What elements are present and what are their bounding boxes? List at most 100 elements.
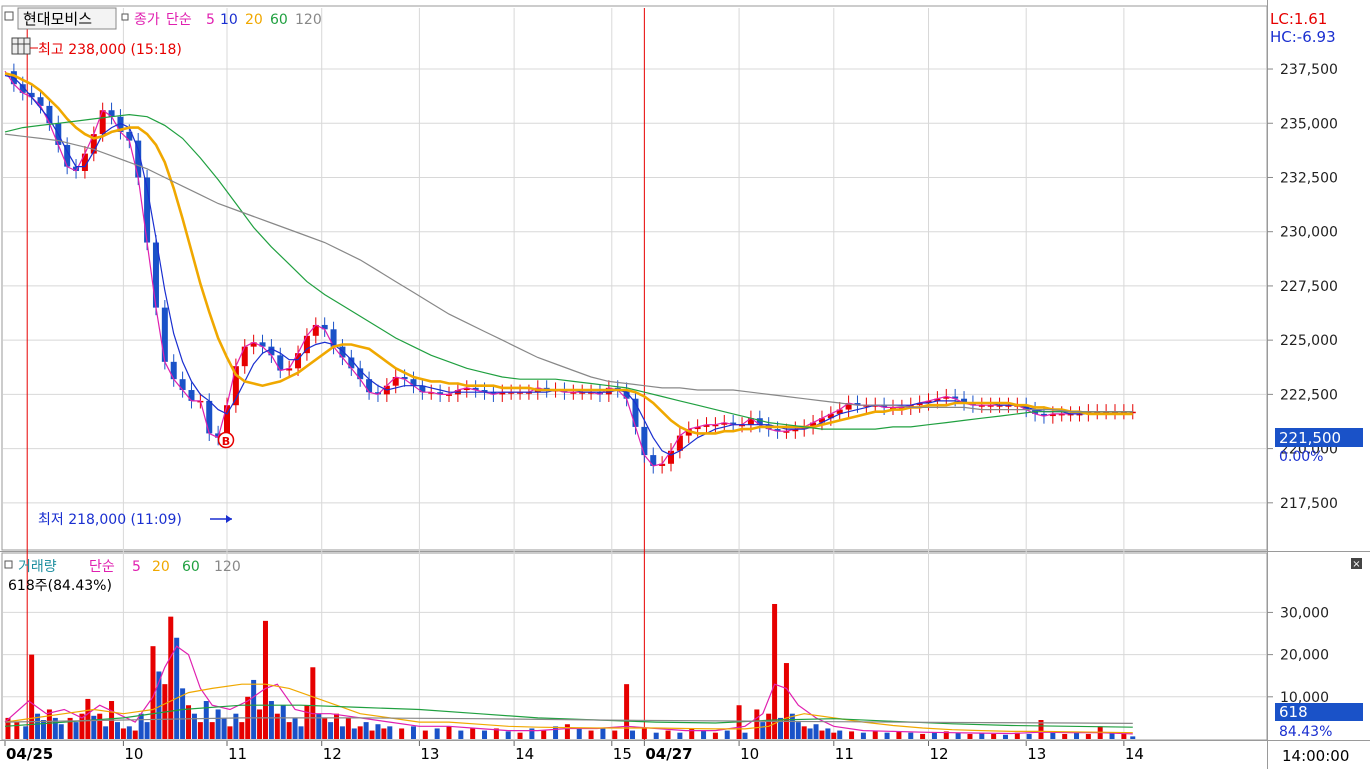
volume-bar <box>1121 733 1127 739</box>
volume-ma-line-60 <box>4 704 1133 728</box>
volume-tick-label: 20,000 <box>1280 648 1329 664</box>
volume-bar <box>387 726 393 739</box>
current-volume: 618 <box>1279 703 1308 721</box>
volume-bar <box>381 728 387 739</box>
volume-bar <box>624 684 630 739</box>
candle-body <box>108 110 115 117</box>
x-tick-label: 14 <box>515 745 534 763</box>
volume-bar <box>588 730 594 739</box>
candle-body <box>1067 413 1074 416</box>
time-label: 14:00:00 <box>1282 747 1349 765</box>
candle-body <box>28 92 35 98</box>
volume-bar <box>322 717 328 739</box>
candle-body <box>37 97 44 106</box>
arrow-right-icon <box>226 515 232 523</box>
candle-body <box>934 398 941 401</box>
volume-bar <box>79 713 85 739</box>
candle-body <box>90 134 97 154</box>
candle-body <box>268 346 275 356</box>
candle-body <box>721 422 728 425</box>
volume-bar <box>357 726 363 739</box>
volume-bar <box>517 732 523 739</box>
candle-body <box>712 424 719 427</box>
volume-bar <box>215 709 221 739</box>
candle-body <box>481 390 488 393</box>
candle-body <box>1049 413 1056 417</box>
volume-bar <box>991 733 997 739</box>
candle-body <box>312 324 319 336</box>
low-annotation: 최저 218,000 (11:09) <box>38 512 232 528</box>
volume-bar <box>369 730 375 739</box>
volume-bar <box>156 671 162 739</box>
volume-y-axis: 30,000 20,000 10,000 <box>1267 605 1329 706</box>
price-y-axis: 237,500 235,000 232,500 230,000 227,500 225,0… <box>1267 62 1338 512</box>
volume-bar <box>410 726 416 739</box>
change-pct: 0.00% <box>1279 449 1323 465</box>
x-tick-label: 15 <box>613 745 632 763</box>
volume-bar <box>52 717 58 739</box>
volume-bar <box>97 713 103 739</box>
candle-body <box>152 242 159 308</box>
volume-bar <box>46 709 52 739</box>
candle-body <box>357 368 364 380</box>
volume-bar <box>120 728 126 739</box>
current-price-box <box>1275 428 1363 447</box>
volume-bar <box>482 730 488 739</box>
volume-legend-ma60: 60 <box>182 559 200 575</box>
candle-body <box>348 357 355 369</box>
price-ma-line-120 <box>4 133 1133 413</box>
candle-body <box>943 396 950 399</box>
candle-body <box>1076 413 1083 416</box>
stock-name-box[interactable] <box>17 7 117 30</box>
volume-bar <box>831 732 837 739</box>
candle-body <box>579 392 586 394</box>
calendar-icon[interactable] <box>11 37 31 55</box>
panel-toggle-icon[interactable] <box>4 11 14 21</box>
x-tick-label: 14 <box>1125 745 1144 763</box>
volume-bar <box>458 730 464 739</box>
volume-bar <box>931 732 937 739</box>
volume-info: 618주(84.43%) <box>8 578 112 594</box>
candle-body <box>241 346 248 367</box>
volume-bar <box>227 726 233 739</box>
volume-bar <box>180 688 186 739</box>
candle-body <box>730 422 737 425</box>
candle-body <box>650 455 657 466</box>
candle-body <box>232 366 239 406</box>
candle-body <box>881 405 888 408</box>
volume-bar <box>778 717 784 739</box>
volume-bar <box>304 705 310 739</box>
price-tick-label: 230,000 <box>1280 225 1338 241</box>
volume-bar <box>29 654 35 739</box>
close-icon[interactable] <box>1351 558 1362 569</box>
price-tick-label: 232,500 <box>1280 170 1338 186</box>
volume-ma-line-5 <box>4 645 1133 735</box>
candle-body <box>446 394 452 396</box>
candle-body <box>206 400 213 434</box>
volume-bar <box>541 730 547 739</box>
candle-body <box>810 422 817 427</box>
candle-body <box>517 392 524 394</box>
volume-bar <box>132 730 138 739</box>
volume-ma-line-120 <box>4 717 1133 724</box>
volume-toggle-icon[interactable] <box>4 560 13 569</box>
candle-body <box>890 407 896 409</box>
volume-legend-ma120: 120 <box>214 559 241 575</box>
candle-body <box>1112 411 1118 414</box>
volume-bar <box>600 728 606 739</box>
volume-bar <box>860 732 866 739</box>
candle-body <box>596 392 603 395</box>
volume-ma-lines <box>4 645 1133 735</box>
volume-bar <box>114 722 120 739</box>
candle-body <box>46 105 53 124</box>
volume-bar <box>399 728 405 739</box>
candle-body <box>588 392 595 394</box>
volume-bar <box>91 715 97 739</box>
candle-body <box>774 429 781 432</box>
volume-bar <box>505 731 511 739</box>
volume-legend: 거래량 단순 5 20 60 120 618주(84.43%) <box>4 559 241 594</box>
candle-body <box>898 407 905 409</box>
x-tick-label: 10 <box>124 745 143 763</box>
volume-bar <box>168 616 174 739</box>
